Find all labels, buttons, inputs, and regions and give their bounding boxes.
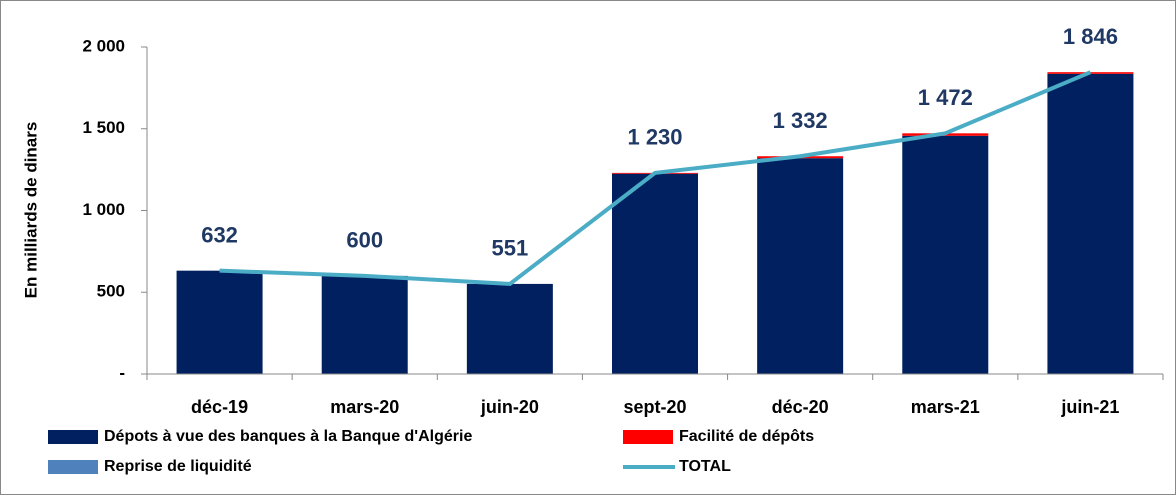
legend-label: TOTAL bbox=[679, 458, 731, 475]
legend-swatch bbox=[48, 430, 98, 444]
data-label: 1 332 bbox=[773, 108, 828, 133]
x-tick-label: mars-21 bbox=[911, 397, 980, 417]
y-tick-label: 500 bbox=[97, 282, 125, 301]
data-label: 1 846 bbox=[1063, 24, 1118, 49]
y-tick-label: 2 000 bbox=[82, 36, 125, 55]
legend-label: Reprise de liquidité bbox=[104, 458, 252, 475]
legend-label: Facilité de dépôts bbox=[679, 428, 814, 445]
y-axis-label: En milliards de dinars bbox=[21, 122, 40, 299]
data-label: 600 bbox=[346, 228, 383, 253]
legend-swatch bbox=[623, 430, 673, 444]
data-label: 551 bbox=[491, 236, 528, 261]
bar bbox=[176, 270, 263, 374]
x-tick-label: juin-20 bbox=[480, 397, 539, 417]
x-tick-label: sept-20 bbox=[623, 397, 686, 417]
x-tick-label: mars-20 bbox=[330, 397, 399, 417]
legend-swatch bbox=[48, 460, 98, 474]
bar bbox=[321, 275, 408, 374]
data-label: 632 bbox=[201, 222, 238, 247]
y-tick-label: 1 500 bbox=[82, 118, 125, 137]
x-tick-label: déc-20 bbox=[772, 397, 829, 417]
data-label: 1 230 bbox=[627, 125, 682, 150]
data-label: 1 472 bbox=[918, 85, 973, 110]
x-tick-label: juin-21 bbox=[1060, 397, 1119, 417]
bar bbox=[466, 283, 553, 374]
y-tick-label: - bbox=[119, 363, 125, 382]
bar bbox=[902, 135, 989, 374]
bar bbox=[757, 158, 844, 374]
y-tick-label: 1 000 bbox=[82, 200, 125, 219]
x-tick-label: déc-19 bbox=[191, 397, 248, 417]
total-line bbox=[219, 70, 1092, 286]
bar bbox=[612, 173, 698, 374]
bar bbox=[1047, 73, 1134, 375]
legend-label: Dépots à vue des banques à la Banque d'A… bbox=[104, 428, 472, 445]
